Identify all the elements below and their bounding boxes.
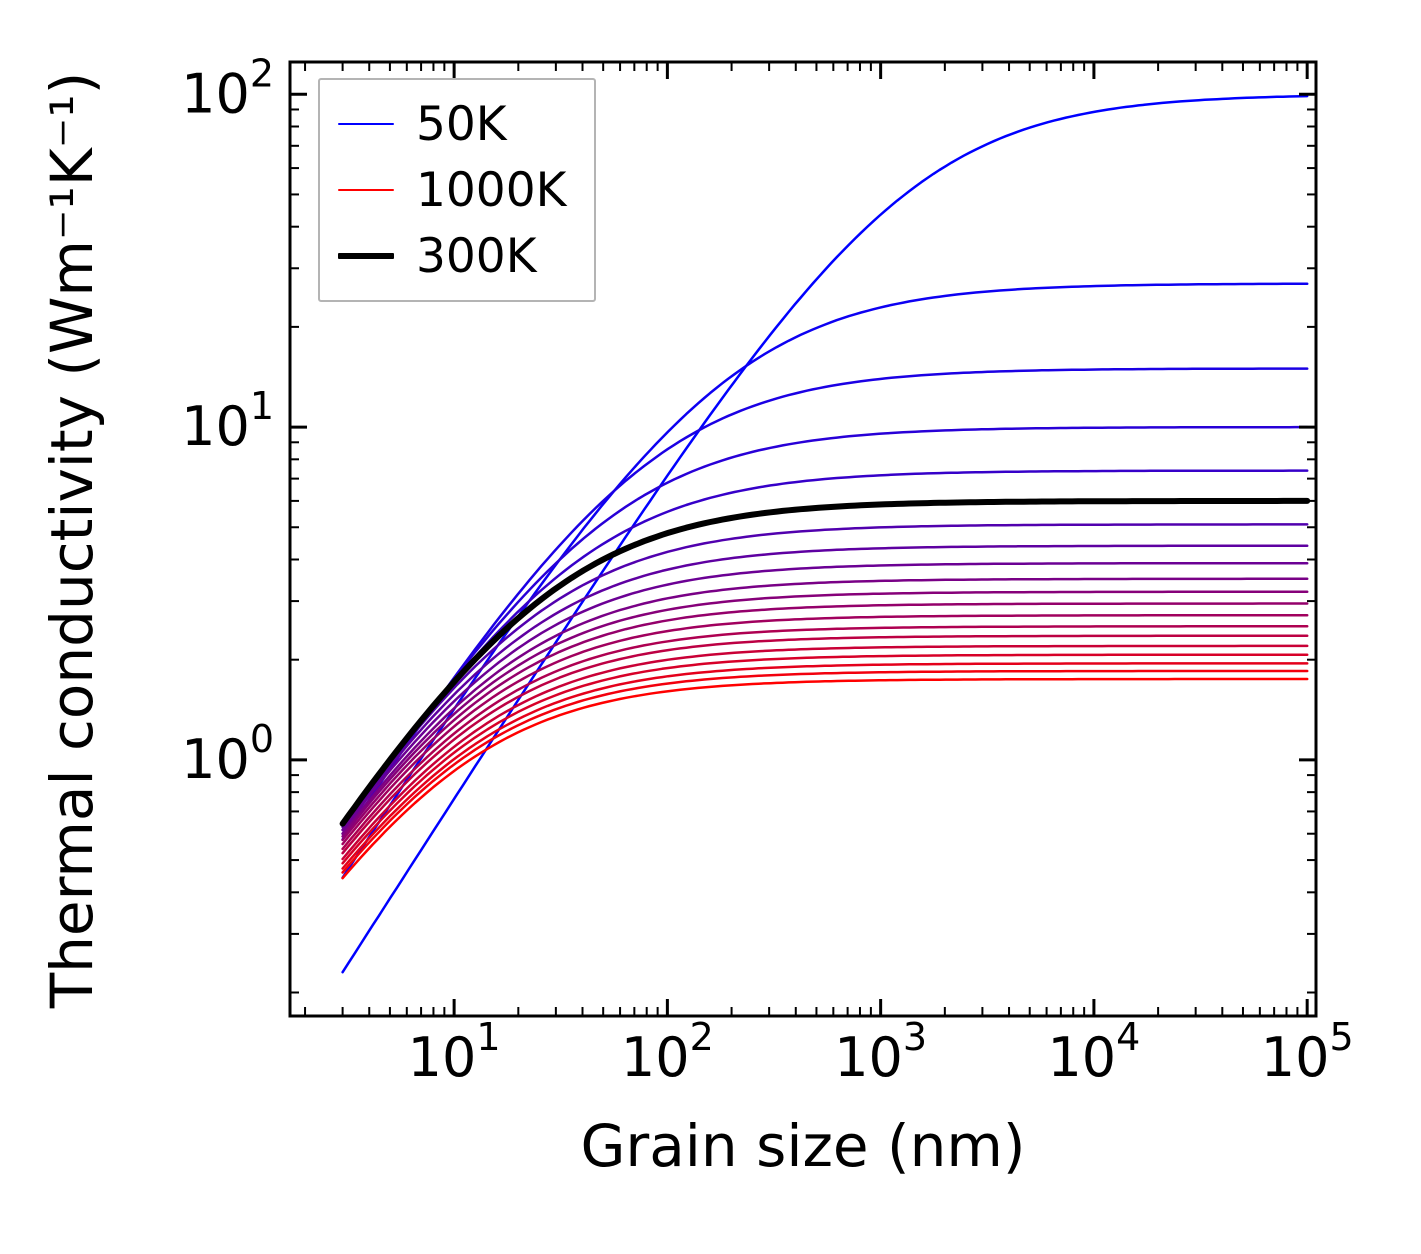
legend-entry-1000K: 1000K	[338, 158, 566, 222]
series-line-950K	[341, 669, 1309, 874]
x-tick-label-1e4: 104	[1047, 1015, 1140, 1089]
series-line-50K	[341, 94, 1309, 974]
series-line-900K	[341, 662, 1309, 870]
x-tick-label-1e5: 105	[1261, 1015, 1354, 1089]
series-line-750K	[341, 634, 1309, 855]
x-tick-label-1e1: 101	[408, 1015, 501, 1089]
legend-label-1000K: 1000K	[416, 162, 567, 218]
series-line-200K	[341, 425, 1309, 835]
x-tick-label-1e3: 103	[834, 1015, 927, 1089]
legend-entry-300K: 300K	[338, 224, 566, 288]
plot-border	[288, 60, 1318, 1018]
series-line-300K	[339, 497, 1311, 827]
series-line-650K	[341, 614, 1309, 846]
series-line-700K	[341, 625, 1309, 851]
series-line-800K	[341, 644, 1309, 861]
legend: 50K 1000K 300K	[318, 78, 597, 302]
y-tick-label-1e0: 100	[181, 717, 274, 791]
series-line-600K	[341, 602, 1309, 842]
series-line-550K	[341, 590, 1309, 838]
y-axis-label: Thermal conductivity (Wm⁻¹K⁻¹)	[38, 71, 106, 1009]
series-line-1000K	[341, 677, 1309, 880]
series-line-100K	[341, 282, 1309, 879]
legend-line-sample-1000K	[338, 188, 394, 192]
legend-label-300K: 300K	[416, 228, 537, 284]
curves	[339, 94, 1311, 974]
y-tick-label-1e2: 102	[181, 51, 274, 125]
series-line-500K	[341, 577, 1309, 835]
legend-entry-50K: 50K	[338, 92, 566, 156]
legend-line-sample-300K	[338, 253, 394, 259]
series-line-400K	[341, 544, 1309, 829]
series-line-850K	[341, 653, 1309, 865]
y-tick-label-1e1: 101	[181, 384, 274, 458]
series-line-150K	[341, 367, 1309, 841]
series-line-450K	[341, 561, 1309, 832]
x-tick-label-1e2: 102	[621, 1015, 714, 1089]
series-line-250K	[341, 469, 1309, 832]
x-axis-label: Grain size (nm)	[580, 1112, 1026, 1180]
series-line-350K	[341, 523, 1309, 827]
legend-line-sample-50K	[338, 122, 394, 126]
legend-label-50K: 50K	[416, 96, 507, 152]
